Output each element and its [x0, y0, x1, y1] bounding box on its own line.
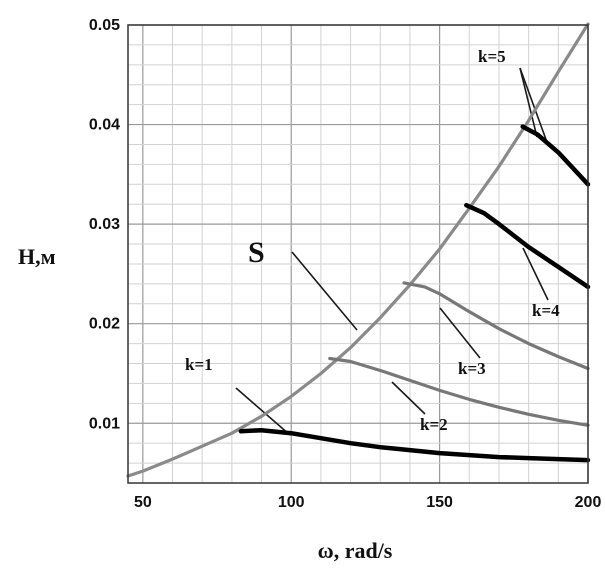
leader-k3	[439, 307, 481, 359]
series-line-k4	[464, 202, 591, 290]
series-line-k5	[520, 124, 591, 187]
leader-s	[291, 251, 358, 331]
series-group	[126, 22, 591, 478]
series-line-k3	[402, 281, 590, 371]
label-k1: k=1	[185, 355, 213, 374]
plot-frame	[127, 24, 589, 484]
y-tick-label: 0.01	[89, 415, 120, 432]
leader-k2	[391, 381, 426, 415]
label-k5: k=5	[478, 47, 506, 66]
label-s: S	[248, 236, 265, 269]
x-tick-label: 100	[278, 494, 305, 511]
x-tick-labels: 50 100 150 200	[134, 494, 602, 511]
x-tick-label: 200	[575, 494, 602, 511]
leader-lines	[235, 67, 549, 436]
leader-k1	[235, 387, 291, 436]
series-line-s	[126, 22, 590, 478]
y-tick-label: 0.03	[89, 216, 120, 233]
y-tick-labels: 0.01 0.02 0.03 0.04 0.05	[89, 17, 120, 432]
label-k2: k=2	[420, 415, 448, 434]
leader-k5b	[519, 67, 538, 138]
series-line-k1	[238, 427, 591, 463]
label-k3: k=3	[458, 359, 486, 378]
label-k4: k=4	[532, 301, 560, 320]
x-tick-label: 50	[134, 494, 152, 511]
series-line-k2	[328, 356, 590, 427]
plot-background	[128, 25, 588, 483]
y-axis-label: H,м	[18, 244, 56, 269]
x-tick-label: 150	[426, 494, 453, 511]
y-tick-label: 0.05	[89, 17, 120, 34]
y-tick-label: 0.02	[89, 316, 120, 333]
grid	[128, 24, 589, 484]
y-tick-label: 0.04	[89, 117, 120, 134]
leader-k4	[522, 247, 549, 301]
x-axis-label: ω, rad/s	[318, 538, 393, 563]
leader-k5	[519, 67, 549, 146]
